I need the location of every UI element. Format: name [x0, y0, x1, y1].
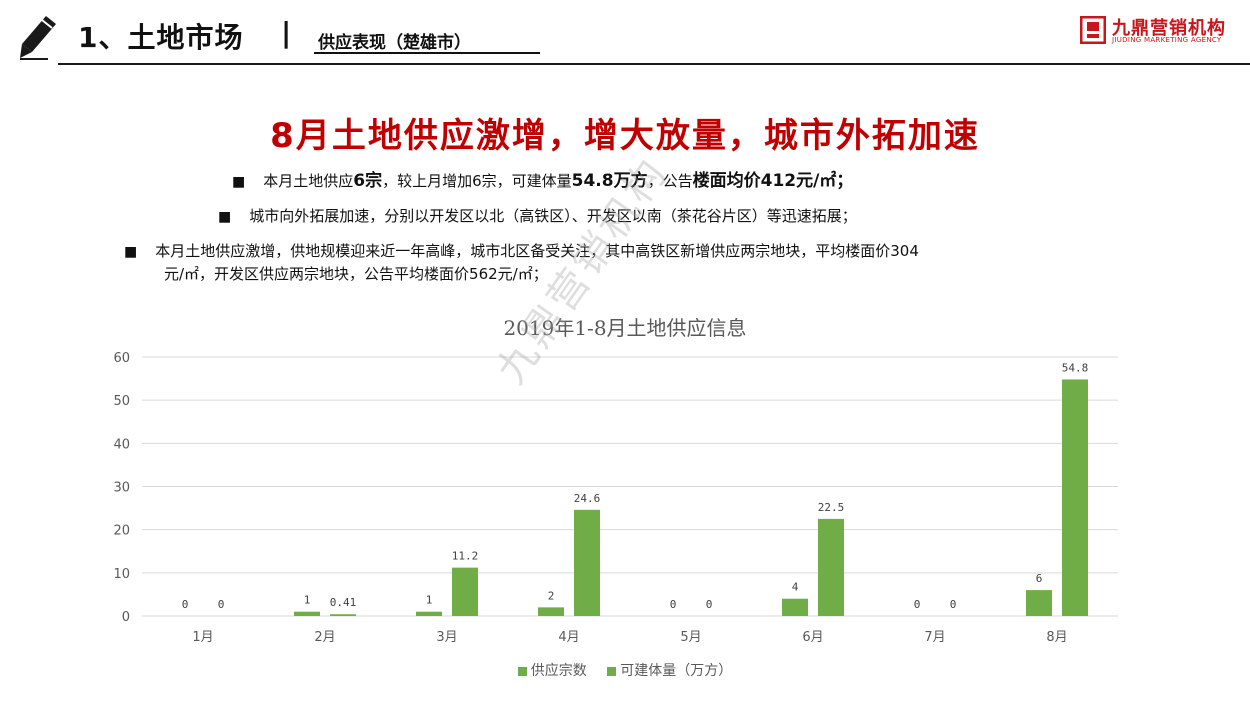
legend-swatch: [517, 666, 527, 676]
y-tick-label: 0: [122, 610, 130, 625]
data-label: 11.2: [452, 550, 479, 563]
logo-text-cn: 九鼎营销机构: [1112, 18, 1226, 39]
section-subtitle: 供应表现（楚雄市）: [318, 33, 471, 53]
logo-mark-icon: [1080, 16, 1106, 44]
data-label: 24.6: [574, 492, 601, 505]
bullet-city-expansion: ■ 城市向外拓展加速，分别以开发区以北（高铁区）、开发区以南（茶花谷片区）等迅速拓…: [218, 205, 857, 228]
data-label: 0.41: [330, 596, 357, 609]
data-label: 2: [548, 589, 555, 602]
y-tick-label: 60: [113, 351, 130, 366]
data-label: 6: [1036, 572, 1043, 585]
bullet-marker: ■: [124, 244, 138, 260]
legend-swatch: [607, 666, 617, 676]
chart-legend: 供应宗数 可建体量（万方）: [0, 660, 1250, 680]
headline: 8月土地供应激增，增大放量，城市外拓加速: [270, 116, 980, 156]
y-tick-label: 50: [113, 394, 130, 409]
data-label: 4: [792, 581, 799, 594]
section-separator: |: [281, 16, 292, 49]
pencil-icon: [20, 16, 56, 60]
x-tick-label: 7月: [924, 630, 945, 645]
data-label: 54.8: [1062, 361, 1089, 374]
bar-count: [294, 611, 320, 616]
bar-volume: [818, 518, 844, 616]
y-tick-label: 10: [113, 567, 130, 582]
data-label: 0: [950, 598, 957, 611]
section-title: 1、土地市场: [78, 21, 244, 54]
subtitle-underline: [314, 52, 540, 54]
data-label: 0: [670, 598, 677, 611]
x-tick-label: 1月: [192, 630, 213, 645]
bar-count: [1026, 590, 1052, 616]
bar-count: [416, 611, 442, 616]
y-tick-label: 40: [113, 437, 130, 452]
bullet-supply-summary: ■ 本月土地供应6宗，较上月增加6宗，可建体量54.8万方，公告楼面均价412元/…: [232, 171, 854, 191]
bullet-marker: ■: [232, 174, 246, 190]
company-logo: 九鼎营销机构 JIUDING MARKETING AGENCY: [1080, 14, 1230, 48]
data-label: 0: [914, 598, 921, 611]
legend-item-volume: 可建体量（万方）: [607, 660, 732, 680]
bullet-marker: ■: [218, 209, 232, 225]
bar-volume: [330, 614, 356, 616]
data-label: 0: [182, 598, 189, 611]
y-tick-label: 20: [113, 524, 130, 539]
bar-count: [782, 598, 808, 616]
x-tick-label: 2月: [314, 630, 335, 645]
legend-item-count: 供应宗数: [517, 660, 587, 680]
header-rule: [58, 63, 1250, 65]
x-tick-label: 6月: [802, 630, 823, 645]
x-tick-label: 5月: [680, 630, 701, 645]
chart-title: 2019年1-8月土地供应信息: [503, 316, 747, 340]
x-tick-label: 4月: [558, 630, 579, 645]
bar-volume: [574, 509, 600, 616]
data-label: 22.5: [818, 501, 845, 514]
bar-count: [538, 607, 564, 616]
bar-volume: [452, 567, 478, 616]
x-tick-label: 3月: [436, 630, 457, 645]
x-tick-label: 8月: [1046, 630, 1067, 645]
data-label: 1: [426, 594, 433, 607]
logo-text-en: JIUDING MARKETING AGENCY: [1112, 36, 1222, 44]
data-label: 0: [218, 598, 225, 611]
bullet-north-district: ■ 本月土地供应激增，供地规模迎来近一年高峰，城市北区备受关注，其中高铁区新增供应…: [124, 242, 919, 283]
slide-header: 1、土地市场 | 供应表现（楚雄市） 九鼎营销机构 JIUDING MARKET…: [0, 0, 1250, 70]
data-label: 1: [304, 594, 311, 607]
y-tick-label: 30: [113, 481, 130, 496]
bar-volume: [1062, 379, 1088, 616]
data-label: 0: [706, 598, 713, 611]
